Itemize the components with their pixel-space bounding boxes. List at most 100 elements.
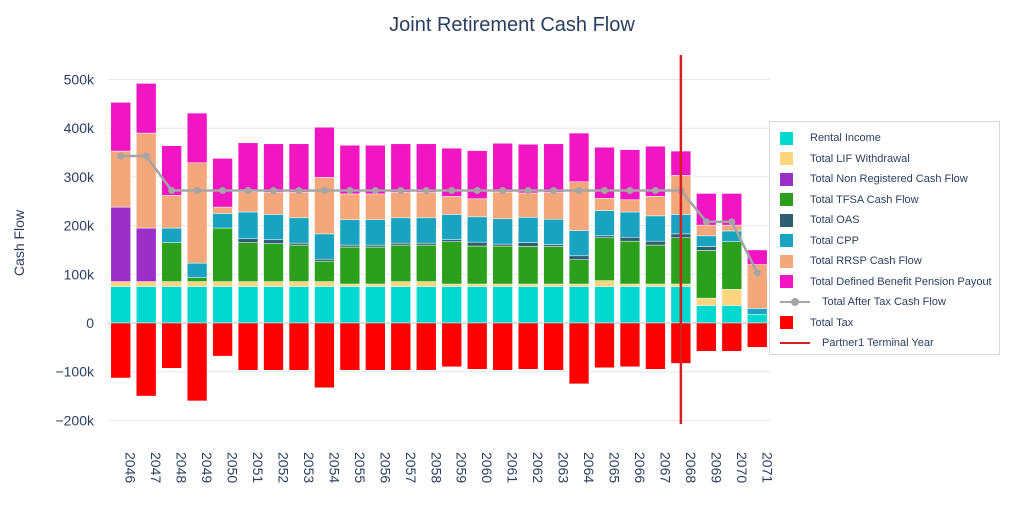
bar-segment [594,235,615,239]
bar-segment [237,242,259,282]
bar-segment [492,218,513,245]
legend-item[interactable]: Total Non Registered Cash Flow [780,169,968,189]
bar-segment [237,322,259,371]
line-point [346,187,354,195]
bar-segment [467,245,488,285]
legend-item[interactable]: Rental Income [780,128,881,148]
bar-segment [110,281,131,287]
legend-item[interactable]: Total Defined Benefit Pension Payout [780,272,992,292]
bar-segment [645,215,666,242]
bar-segment [416,244,437,282]
line-point [575,187,583,195]
bar-segment [594,286,615,324]
legend-swatch [780,213,793,227]
bar-segment [263,286,284,324]
y-tick-label: 100k [64,266,95,282]
bar-segment [212,281,233,287]
bar-segment [492,283,513,287]
bar-segment [568,259,590,285]
grid-lines [108,79,770,421]
bar-segment [314,177,335,235]
x-tick-label: 2052 [276,452,292,483]
bar-segment [237,281,259,287]
bar-segment [441,147,462,197]
bar-segment [288,244,310,282]
bar-segment [492,191,513,220]
legend-item[interactable]: Total After Tax Cash Flow [780,292,946,312]
bar-segment [619,237,641,242]
line-point [270,187,277,195]
legend-swatch [780,131,793,145]
bar-segment [339,283,361,287]
bar-segment [314,126,335,178]
legend-item[interactable]: Total Tax [780,313,853,333]
x-tick-label: 2068 [683,452,699,483]
legend-swatch [780,172,793,186]
bar-segment [263,239,284,244]
bar-segment [594,280,615,287]
bar-segment [365,193,386,221]
legend-item[interactable]: Total RRSP Cash Flow [780,251,922,271]
bar-segment [186,286,208,324]
bar-segment [110,286,131,324]
bar-segment [212,158,233,208]
bar-segment [441,241,462,285]
bar-segment [365,322,386,371]
bar-segment [467,286,488,324]
legend-label: Total RRSP Cash Flow [810,255,922,267]
x-tick-label: 2061 [505,452,521,483]
y-axis-label: Cash Flow [11,209,27,276]
bar-segment [314,233,335,260]
bar-segment [594,237,615,281]
bar-segment [161,281,182,287]
bar-segment [645,283,666,287]
bar-segment [619,286,641,324]
bar-segment [619,322,641,368]
legend-label: Total Defined Benefit Pension Payout [810,275,992,288]
x-tick-label: 2071 [759,452,775,483]
bar-segment [390,281,411,287]
bar-segment [390,192,411,219]
bar-segment [696,297,717,306]
bar-segment [543,286,564,324]
x-axis-ticks: 2046 2047 2048 2049 2050 2051 2052 2053 2054 2055… [123,452,776,483]
bar-segment [263,281,284,287]
line-point [422,187,430,195]
bar-segment [161,227,182,243]
legend-item[interactable]: Partner1 Terminal Year [780,333,934,353]
line-point [142,152,150,160]
bar-segment [517,286,539,324]
legend-label: Total Tax [810,316,854,329]
legend-swatch [780,193,793,206]
legend-line-swatch [780,337,810,350]
bar-segment [288,192,310,219]
legend-label: Total LIF Withdrawal [810,152,910,165]
bar-segment [390,244,411,282]
legend-item[interactable]: Total OAS [780,210,860,230]
x-tick-label: 2054 [326,452,342,483]
bar-segment [314,281,335,287]
bar-segment [441,322,462,368]
legend-item[interactable]: Total CPP [780,231,859,251]
bar-segment [161,195,182,229]
x-tick-label: 2058 [428,452,444,483]
line-point [753,269,761,277]
bar-segment [186,322,208,402]
legend-swatch [780,152,793,165]
x-tick-label: 2049 [199,452,215,483]
legend-label: Total OAS [810,214,860,226]
x-tick-label: 2062 [530,452,546,483]
y-tick-label: 400k [64,120,95,136]
legend: Rental Income Total LIF Withdrawal Total N… [769,121,1000,355]
bar-segment [568,283,590,287]
legend-item[interactable]: Total TFSA Cash Flow [780,190,919,210]
legend-label: Total After Tax Cash Flow [822,296,946,308]
bar-segment [288,242,310,246]
legend-item[interactable]: Total LIF Withdrawal [780,149,910,169]
x-tick-label: 2056 [377,452,393,483]
line-point [702,218,710,226]
bar-segment [619,211,641,238]
bar-segment [492,286,513,324]
bar-segment [645,286,666,324]
x-tick-label: 2046 [123,452,139,483]
